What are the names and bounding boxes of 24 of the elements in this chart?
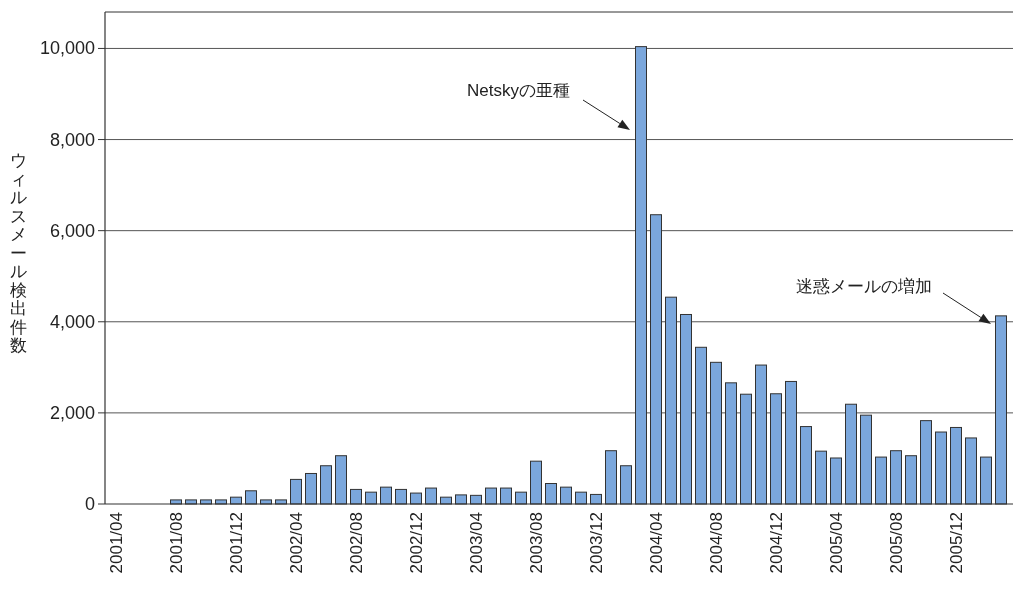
x-tick-label: 2005/04 bbox=[827, 512, 846, 574]
x-tick-label: 2003/08 bbox=[527, 512, 546, 574]
x-tick-label: 2001/04 bbox=[107, 512, 126, 574]
y-tick-label: 8,000 bbox=[49, 129, 95, 150]
y-tick-label: 4,000 bbox=[49, 311, 95, 332]
y-tick-label: 6,000 bbox=[49, 220, 95, 241]
x-tick-label: 2004/08 bbox=[707, 512, 726, 574]
x-tick-label: 2003/04 bbox=[467, 512, 486, 574]
text: ウィルスメール検出件数 bbox=[9, 151, 27, 355]
x-tick-label: 2001/08 bbox=[167, 512, 186, 574]
annotation: Netskyの亜種 bbox=[467, 81, 570, 100]
x-tick-label: 2002/12 bbox=[407, 512, 426, 574]
x-tick-label: 2001/12 bbox=[227, 512, 246, 574]
x-tick-label: 2005/08 bbox=[887, 512, 906, 574]
annotation: 迷惑メールの増加 bbox=[796, 277, 932, 296]
x-tick-label: 2004/12 bbox=[767, 512, 786, 574]
y-tick-label: 10,000 bbox=[39, 38, 95, 59]
y-tick-label: 2,000 bbox=[49, 402, 95, 423]
x-tick-label: 2003/12 bbox=[587, 512, 606, 574]
x-tick-label: 2004/04 bbox=[647, 512, 666, 574]
x-tick-label: 2002/08 bbox=[347, 512, 366, 574]
y-tick-label: 0 bbox=[84, 494, 95, 514]
x-tick-label: 2005/12 bbox=[947, 512, 966, 574]
x-tick-label: 2002/04 bbox=[287, 512, 306, 574]
